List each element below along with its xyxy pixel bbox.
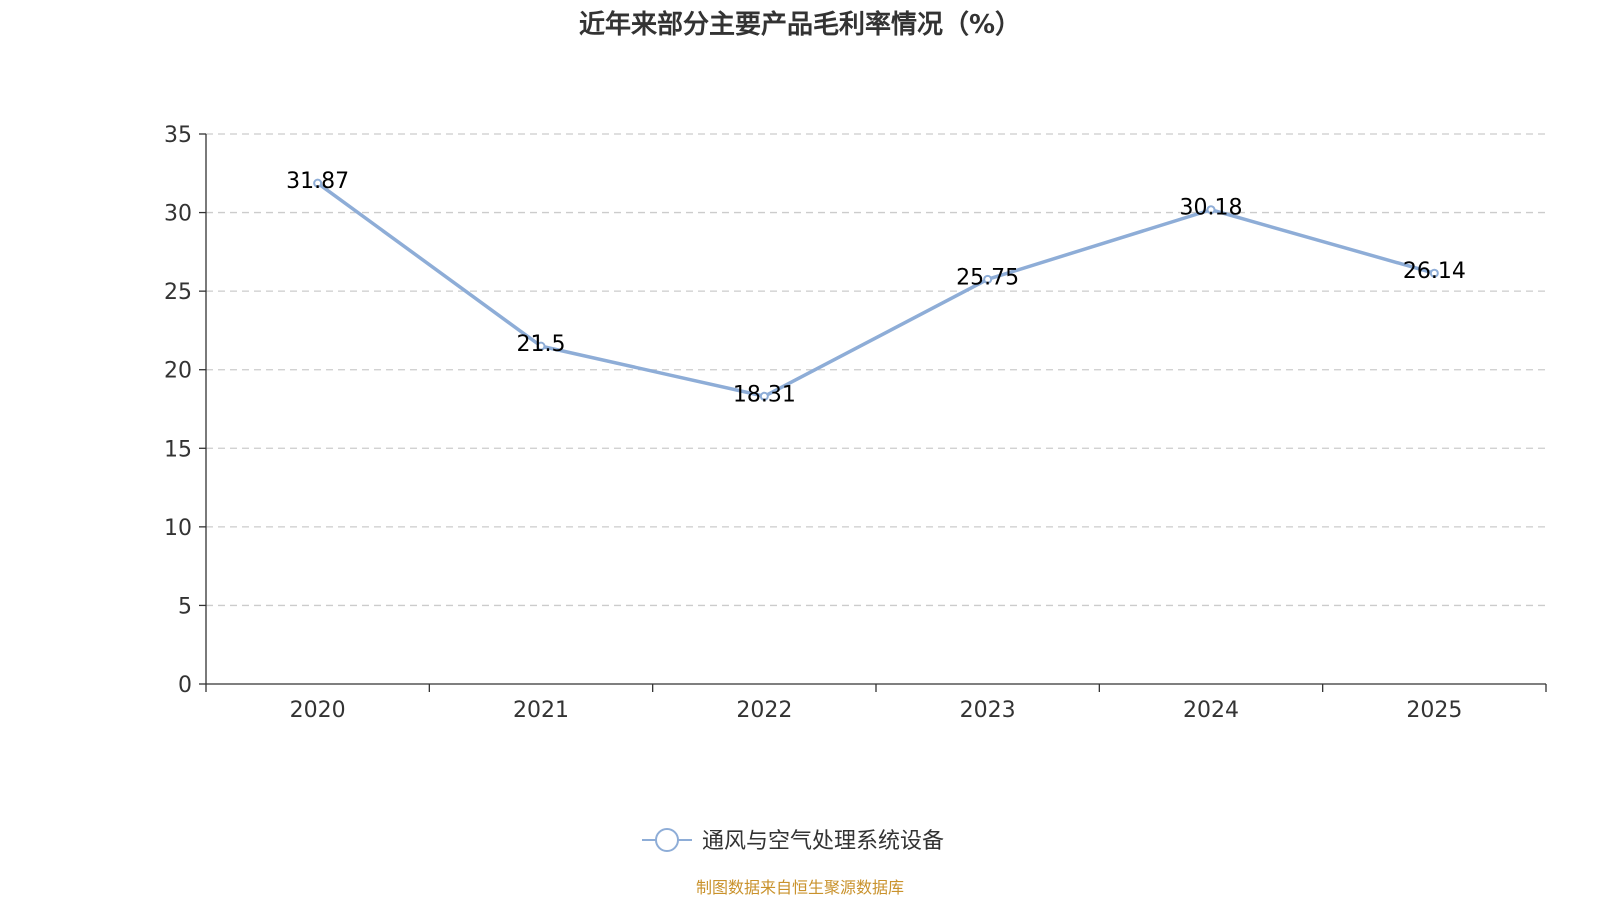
y-tick-label: 25 [164,280,192,305]
data-label: 26.14 [1403,259,1466,284]
data-point[interactable] [1429,268,1439,278]
y-tick-label: 10 [164,516,192,541]
data-label: 30.18 [1180,196,1243,221]
y-tick-label: 20 [164,359,192,384]
data-label: 18.31 [733,382,796,407]
x-tick-label: 2023 [960,698,1016,723]
x-axis: 2020 2021 2022 2023 2024 2025 [205,683,1547,723]
x-tick-label: 2020 [290,698,346,723]
data-point[interactable] [983,274,993,284]
data-point[interactable] [1206,205,1216,215]
y-tick-label: 35 [164,123,192,148]
x-tick-label: 2024 [1183,698,1239,723]
data-point[interactable] [313,178,323,188]
data-point[interactable] [759,391,769,401]
data-label: 25.75 [956,265,1019,290]
grid-lines [206,133,1546,607]
data-label: 21.5 [517,332,566,357]
x-tick-label: 2025 [1406,698,1462,723]
legend-circle-icon [655,828,679,852]
y-tick-label: 30 [164,202,192,227]
series-group [313,178,1439,401]
y-tick-label: 5 [178,594,192,619]
source-note: 制图数据来自恒生聚源数据库 [696,878,904,897]
chart-title: 近年来部分主要产品毛利率情况（%） [579,9,1021,40]
series-line [316,181,1435,399]
y-tick-label: 0 [178,673,192,698]
data-point[interactable] [536,341,546,351]
y-axis: 0 5 10 15 20 25 30 35 [164,123,207,698]
legend[interactable]: 通风与空气处理系统设备 [642,828,944,854]
x-tick-label: 2021 [513,698,569,723]
y-tick-label: 15 [164,437,192,462]
data-label: 31.87 [286,169,349,194]
data-labels: 31.87 21.5 18.31 25.75 30.18 26.14 [286,169,1466,407]
x-tick-label: 2022 [736,698,792,723]
legend-label: 通风与空气处理系统设备 [702,829,944,854]
